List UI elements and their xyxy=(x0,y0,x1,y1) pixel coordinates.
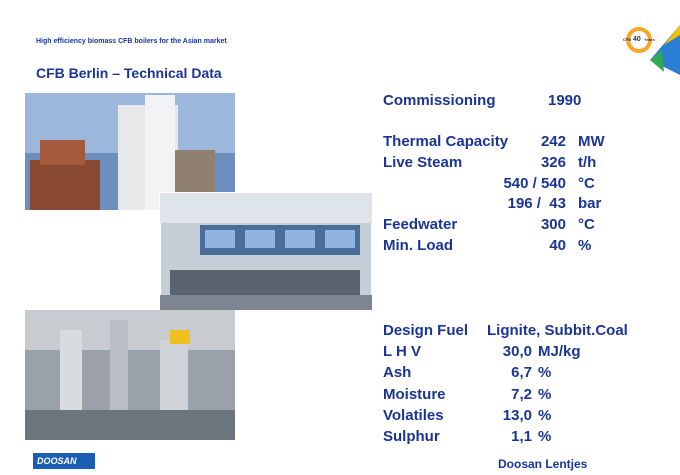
row-unit: MJ/kg xyxy=(538,344,581,359)
row-unit: % xyxy=(538,365,551,380)
row-unit: % xyxy=(538,408,551,423)
row-value: 540 / 540 xyxy=(503,176,566,191)
row-label: Volatiles xyxy=(383,408,444,423)
subtitle: High efficiency biomass CFB boilers for … xyxy=(36,38,227,45)
row-label: Feedwater xyxy=(383,217,457,232)
commissioning-label: Commissioning xyxy=(383,93,496,108)
row-unit: bar xyxy=(578,196,601,211)
brand-name: DOOSAN xyxy=(37,457,77,466)
row-label: Thermal Capacity xyxy=(383,134,508,149)
row-label: Sulphur xyxy=(383,429,440,444)
logo-cfb: CFB xyxy=(623,38,631,42)
row-unit: % xyxy=(538,387,551,402)
row-unit: t/h xyxy=(578,155,596,170)
row-value: Lignite, Subbit.Coal xyxy=(487,323,628,338)
row-label: Design Fuel xyxy=(383,323,468,338)
row-value: 242 xyxy=(541,134,566,149)
row-value: 300 xyxy=(541,217,566,232)
row-value: 7,2 xyxy=(511,387,532,402)
photo-pipes xyxy=(25,310,235,440)
row-unit: MW xyxy=(578,134,605,149)
company-name: Doosan Lentjes xyxy=(498,458,587,470)
row-label: Moisture xyxy=(383,387,446,402)
photo-control-room xyxy=(160,193,372,310)
logo-years: Years xyxy=(644,38,655,42)
row-value: 1,1 xyxy=(511,429,532,444)
row-unit: % xyxy=(578,238,591,253)
slide: High efficiency biomass CFB boilers for … xyxy=(0,0,680,475)
row-unit: % xyxy=(538,429,551,444)
row-value: 6,7 xyxy=(511,365,532,380)
row-label: Min. Load xyxy=(383,238,453,253)
row-unit: °C xyxy=(578,176,595,191)
row-value: 30,0 xyxy=(503,344,532,359)
row-label: L H V xyxy=(383,344,421,359)
logo-number: 40 xyxy=(633,36,641,43)
row-value: 196 / 43 xyxy=(508,196,566,211)
row-label: Ash xyxy=(383,365,411,380)
row-value: 326 xyxy=(541,155,566,170)
row-unit: °C xyxy=(578,217,595,232)
row-value: 13,0 xyxy=(503,408,532,423)
title: CFB Berlin – Technical Data xyxy=(36,66,222,80)
row-label: Live Steam xyxy=(383,155,462,170)
row-value: 40 xyxy=(549,238,566,253)
commissioning-value: 1990 xyxy=(548,93,581,108)
